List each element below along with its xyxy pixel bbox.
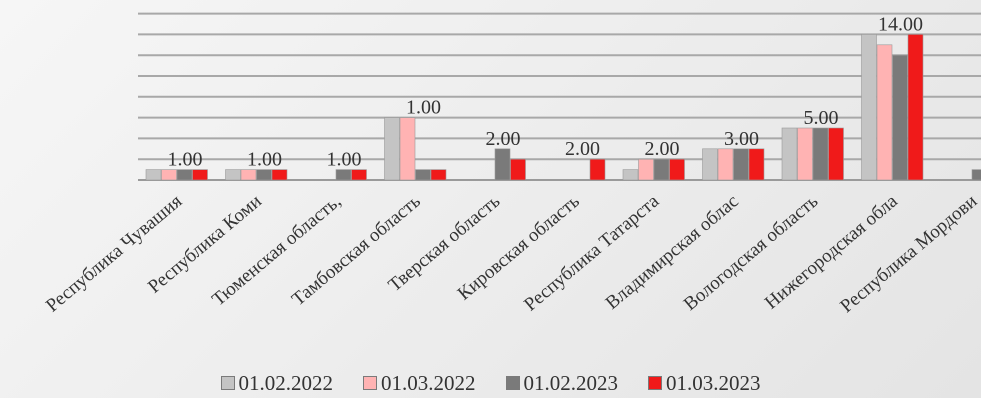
legend-item-series-4: 01.03.2023 xyxy=(648,371,761,396)
x-tick-label: Владимирская облас xyxy=(602,191,743,314)
legend-label-series-2: 01.03.2022 xyxy=(381,370,476,395)
data-label: 2.00 xyxy=(645,138,680,160)
x-tick-label: Тамбовская область xyxy=(288,191,425,311)
x-tick-label: Республика Чувашия xyxy=(42,191,186,317)
bar-4-3 xyxy=(351,169,367,181)
data-label: 1.00 xyxy=(247,149,282,171)
data-label: 2.00 xyxy=(565,138,600,160)
legend-label-series-3: 01.02.2023 xyxy=(523,370,619,395)
bar-1-7 xyxy=(622,169,639,181)
bar-3-4 xyxy=(415,169,431,181)
bar-4-2 xyxy=(271,169,288,181)
legend-item-series-2: 01.03.2022 xyxy=(363,371,476,396)
legend-swatch-series-2 xyxy=(363,376,377,390)
bar-4-10 xyxy=(907,34,924,181)
bar-3-5 xyxy=(494,148,511,181)
legend-swatch-series-1 xyxy=(220,376,235,390)
bar-1-9 xyxy=(781,127,798,181)
bar-4-8 xyxy=(748,148,765,181)
x-tick-label: Республика Татарста xyxy=(520,190,663,315)
bar-3-10 xyxy=(892,54,908,181)
data-label: 1.00 xyxy=(406,97,441,119)
x-tick-label: Республика Мордови xyxy=(836,191,981,317)
legend-swatch-series-3 xyxy=(505,376,520,390)
legend-item-series-1: 01.02.2022 xyxy=(220,370,334,396)
data-label: 1.00 xyxy=(327,149,362,171)
bar-3-1 xyxy=(176,169,193,181)
bar-3-9 xyxy=(812,127,829,181)
bar-4-6 xyxy=(589,158,606,181)
x-tick-label: Тюменская область, xyxy=(208,191,345,311)
bar-4-5 xyxy=(510,158,526,181)
bar-2-7 xyxy=(638,158,654,181)
bar-4-7 xyxy=(669,158,685,181)
bar-1-4 xyxy=(384,117,400,181)
bar-2-9 xyxy=(797,127,813,181)
chart-legend: 01.02.2022 01.03.2022 01.02.2023 01.03.2… xyxy=(0,370,981,396)
x-tick-label: Нижегородская обла xyxy=(761,190,902,313)
legend-label-series-1: 01.02.2022 xyxy=(238,370,334,395)
bar-4-4 xyxy=(430,169,447,181)
bar-2-1 xyxy=(161,169,177,181)
bar-3-7 xyxy=(653,158,670,181)
x-tick-label: Вологодская область xyxy=(680,191,823,315)
legend-swatch-series-4 xyxy=(648,376,662,390)
legend-item-series-3: 01.02.2023 xyxy=(505,370,619,396)
legend-label-series-4: 01.03.2023 xyxy=(666,370,761,395)
bar-1-8 xyxy=(702,148,718,181)
bar-4-9 xyxy=(828,127,844,181)
bar-2-8 xyxy=(717,148,734,181)
data-label: 3.00 xyxy=(724,128,759,150)
bar-3-2 xyxy=(256,169,272,181)
data-label: 5.00 xyxy=(804,107,839,129)
bar-2-2 xyxy=(240,169,257,181)
bar-1-10 xyxy=(861,34,877,181)
data-label: 14.00 xyxy=(878,13,923,35)
data-label: 2.00 xyxy=(486,128,521,150)
bar-3-8 xyxy=(733,148,749,181)
bar-4-1 xyxy=(192,169,208,181)
data-label: 1.00 xyxy=(168,149,203,171)
bar-1-2 xyxy=(225,169,241,181)
bar-2-4 xyxy=(399,117,416,181)
bar-3-11 xyxy=(971,169,981,181)
bar-1-1 xyxy=(145,169,162,181)
bar-2-10 xyxy=(876,44,893,181)
bar-3-3 xyxy=(335,169,352,181)
